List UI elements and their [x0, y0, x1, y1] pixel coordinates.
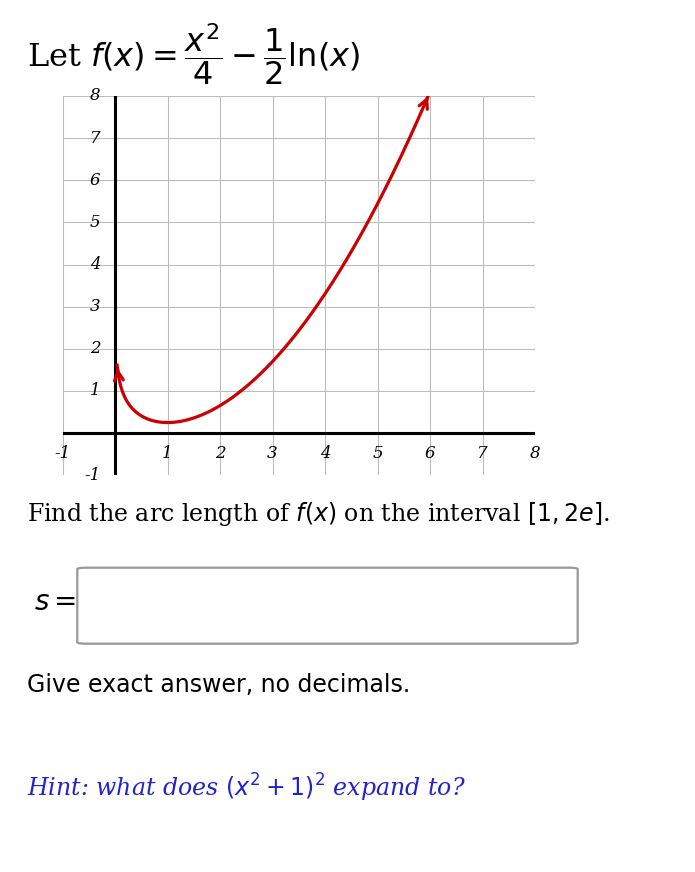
Text: 4: 4 — [90, 256, 100, 273]
Text: Let $f(x) = \dfrac{x^2}{4} - \dfrac{1}{2}\ln(x)$: Let $f(x) = \dfrac{x^2}{4} - \dfrac{1}{2… — [27, 22, 360, 87]
Text: -1: -1 — [54, 445, 71, 462]
Text: 5: 5 — [90, 214, 100, 231]
Text: 2: 2 — [215, 445, 225, 462]
FancyBboxPatch shape — [77, 568, 578, 644]
Text: Find the arc length of $f(x)$ on the interval $[1, 2e]$.: Find the arc length of $f(x)$ on the int… — [27, 500, 610, 528]
Text: $s =$: $s =$ — [34, 589, 76, 616]
Text: Give exact answer, no decimals.: Give exact answer, no decimals. — [27, 673, 411, 697]
Text: 5: 5 — [373, 445, 383, 462]
Text: 6: 6 — [425, 445, 436, 462]
Text: 7: 7 — [90, 130, 100, 146]
Text: 6: 6 — [90, 172, 100, 188]
Text: 4: 4 — [320, 445, 330, 462]
Text: 1: 1 — [162, 445, 173, 462]
Text: 3: 3 — [90, 298, 100, 315]
Text: Hint: what does $\left(x^2 + 1\right)^2$ expand to?: Hint: what does $\left(x^2 + 1\right)^2$… — [27, 772, 466, 803]
Text: 8: 8 — [90, 87, 100, 105]
Text: -1: -1 — [84, 467, 100, 484]
Text: 1: 1 — [90, 383, 100, 399]
Text: 8: 8 — [530, 445, 541, 462]
Text: 7: 7 — [477, 445, 488, 462]
Text: 2: 2 — [90, 340, 100, 358]
Text: 3: 3 — [268, 445, 278, 462]
